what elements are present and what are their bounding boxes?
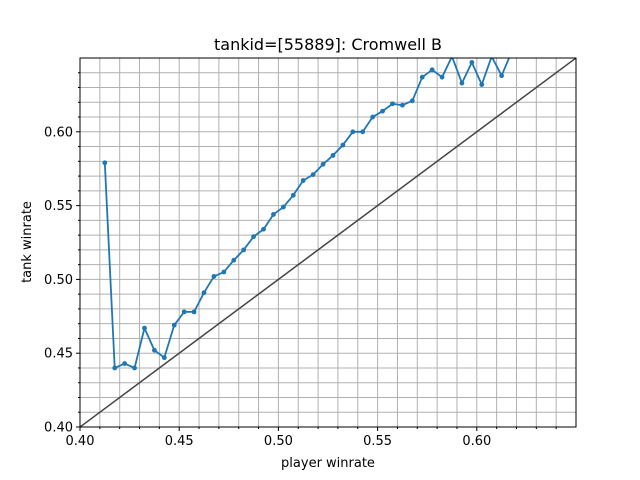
data-point [132, 365, 137, 371]
x-tick-label: 0.40 [66, 434, 95, 449]
data-point [241, 247, 247, 253]
chart-title: tankid=[55889]: Cromwell B [214, 35, 442, 54]
ticks: 0.40 0.45 0.50 0.55 0.60 0.40 0.45 0.50 0.55 0.60 [44, 72, 557, 449]
data-point [380, 108, 385, 114]
data-point [171, 322, 177, 328]
x-tick-label: 0.60 [462, 434, 491, 449]
data-point [280, 204, 286, 210]
data-point [261, 226, 266, 232]
data-point [330, 153, 336, 158]
x-tick-label: 0.45 [165, 434, 194, 449]
data-point [439, 74, 445, 80]
plot-frame [79, 57, 577, 428]
data-point [419, 74, 425, 80]
data-point [350, 129, 356, 135]
x-axis-label: player winrate [281, 456, 375, 471]
x-tick-label: 0.50 [264, 434, 293, 449]
data-point [429, 67, 435, 73]
data-point [122, 361, 128, 366]
data-point [231, 257, 237, 263]
y-tick-label: 0.55 [44, 199, 73, 214]
data-point [271, 212, 276, 217]
x-tick-label: 0.55 [363, 434, 392, 449]
data-point [211, 274, 217, 279]
data-point [310, 172, 316, 178]
data-point [181, 309, 187, 315]
data-point [459, 80, 465, 86]
data-point [390, 101, 395, 107]
data-point [499, 73, 504, 79]
data-point [161, 355, 167, 361]
data-point [340, 142, 346, 148]
y-tick-label: 0.50 [44, 273, 73, 288]
y-tick-label: 0.40 [44, 421, 73, 436]
data-point [152, 347, 157, 353]
y-axis-label: tank winrate [20, 201, 35, 283]
data-point [201, 290, 207, 296]
data-point [142, 325, 147, 331]
data-point [370, 114, 376, 120]
reference-diagonal-line [80, 58, 576, 427]
data-point [221, 269, 227, 275]
data-point [409, 98, 415, 104]
data-point [300, 178, 306, 183]
data-point [479, 82, 485, 87]
data-point [251, 234, 256, 239]
series-line [103, 58, 511, 369]
data-point [360, 129, 366, 135]
data-point [112, 365, 118, 371]
y-tick-label: 0.45 [44, 347, 73, 362]
data-point [400, 102, 405, 108]
series-group [80, 58, 576, 427]
data-point [191, 309, 197, 315]
data-point [469, 60, 475, 65]
data-point [290, 192, 296, 198]
y-tick-label: 0.60 [44, 125, 73, 140]
data-point [102, 160, 108, 166]
grid [79, 58, 576, 428]
data-point [320, 161, 326, 167]
